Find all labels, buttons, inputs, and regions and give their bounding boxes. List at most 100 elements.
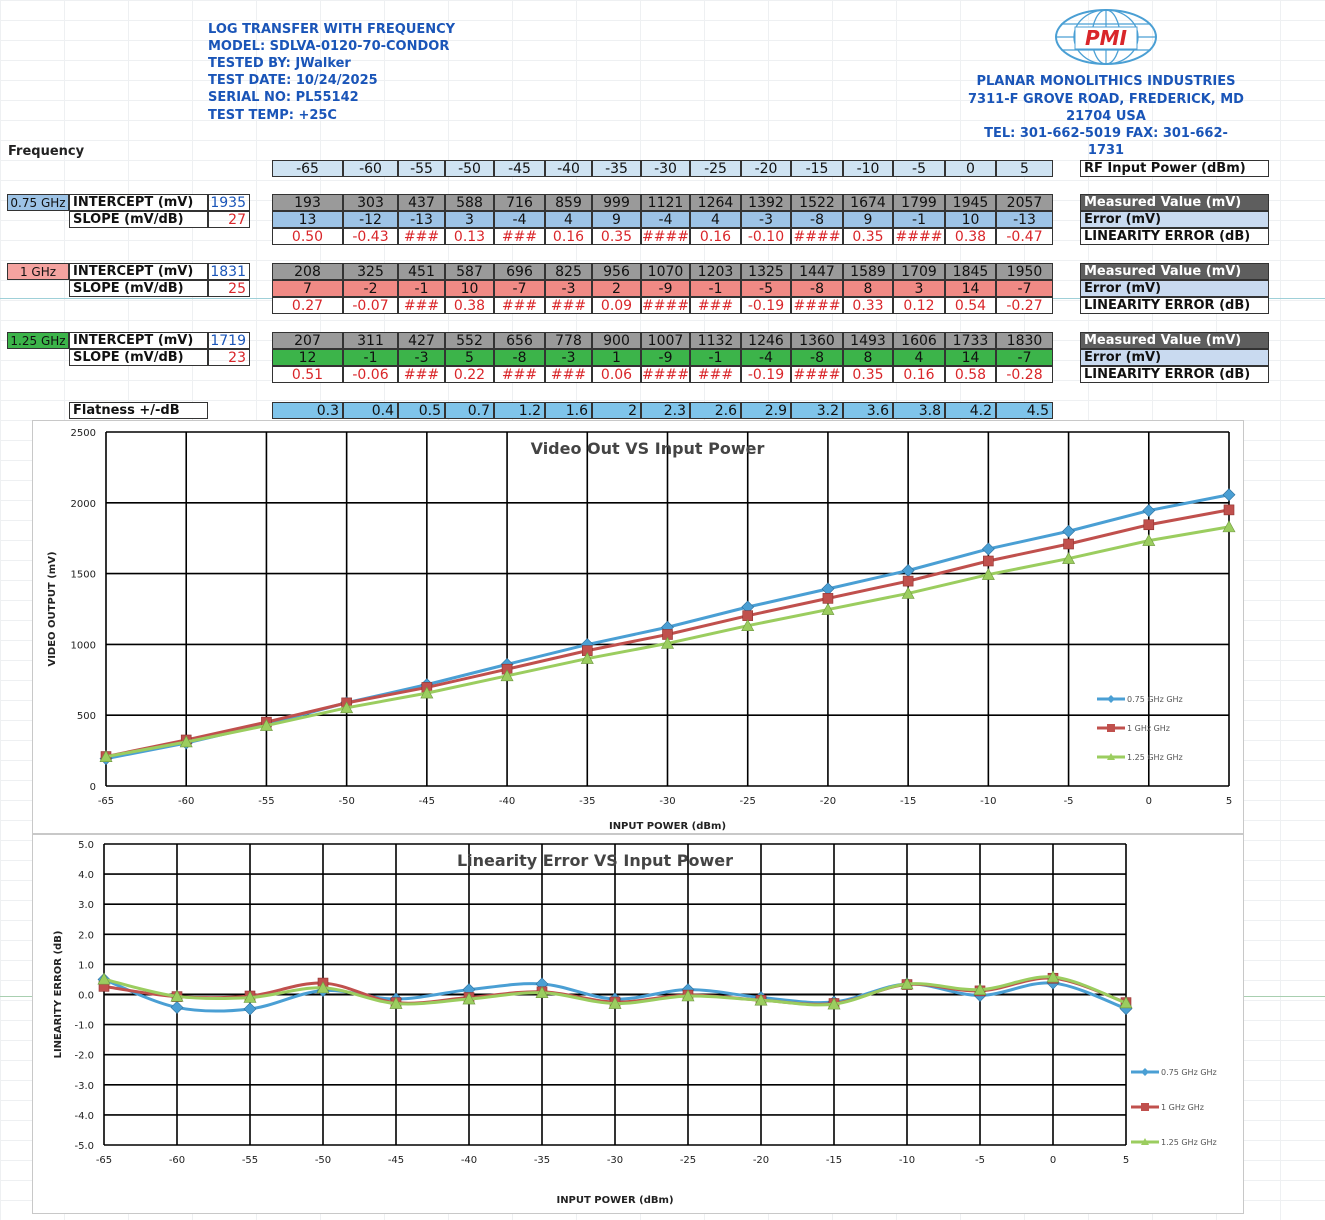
linearity-cell: -0.27 xyxy=(996,297,1053,314)
x-tick-label: -30 xyxy=(607,1155,623,1166)
data-point xyxy=(1062,524,1075,538)
error-cell: 8 xyxy=(843,280,893,297)
legend-label: 0.75 GHz GHz xyxy=(1161,1068,1217,1077)
slope-label: SLOPE (mV/dB) xyxy=(69,349,208,366)
flatness-cell: 1.6 xyxy=(545,402,592,419)
data-point xyxy=(754,993,768,1006)
error-cell: 4 xyxy=(545,211,592,228)
linearity-cell: 0.16 xyxy=(545,228,592,245)
flatness-cell: 0.3 xyxy=(272,402,343,419)
data-point xyxy=(1046,970,1060,983)
measured-cell: 451 xyxy=(398,263,445,280)
linearity-cell: 0.09 xyxy=(592,297,641,314)
measured-cell: 1493 xyxy=(843,332,893,349)
error-row-label: Error (mV) xyxy=(1080,211,1269,228)
y-tick-label: 0 xyxy=(90,782,96,793)
flatness-cell: 0.5 xyxy=(398,402,445,419)
linearity-cell: #### xyxy=(893,228,945,245)
x-tick-label: 5 xyxy=(1123,1155,1129,1166)
y-tick-label: 1000 xyxy=(71,640,96,651)
measured-cell: 1799 xyxy=(893,194,945,211)
x-tick-label: -55 xyxy=(242,1155,258,1166)
linearity-cell: 0.35 xyxy=(843,228,893,245)
error-cell: -1 xyxy=(398,280,445,297)
flatness-cell: 2.6 xyxy=(690,402,741,419)
data-point xyxy=(535,986,549,998)
flatness-cell: 2 xyxy=(592,402,641,419)
measured-cell: 859 xyxy=(545,194,592,211)
x-tick-label: -55 xyxy=(258,796,274,807)
measured-cell: 1733 xyxy=(945,332,996,349)
tested-by-line: TESTED BY: JWalker xyxy=(208,56,351,71)
slope-label: SLOPE (mV/dB) xyxy=(69,211,208,228)
data-point xyxy=(660,636,675,649)
data-point xyxy=(170,989,184,1002)
data-point xyxy=(580,651,594,664)
measured-cell: 656 xyxy=(494,332,545,349)
legend-label: 1 GHz GHz xyxy=(1161,1103,1204,1112)
legend-label: 1 GHz GHz xyxy=(1127,724,1170,733)
data-point xyxy=(608,996,622,1009)
linearity-row-label: LINEARITY ERROR (dB) xyxy=(1080,228,1269,245)
y-tick-label: -3.0 xyxy=(74,1081,94,1092)
measured-cell: 1132 xyxy=(690,332,741,349)
linearity-cell: ### xyxy=(398,228,445,245)
linearity-cell: 0.12 xyxy=(893,297,945,314)
linearity-cell: -0.47 xyxy=(996,228,1053,245)
error-row-label: Error (mV) xyxy=(1080,349,1269,366)
measured-cell: 1589 xyxy=(843,263,893,280)
data-point xyxy=(821,602,835,615)
power-header-cell: -5 xyxy=(893,160,945,177)
frequency-cell: 0.75 GHz xyxy=(7,194,69,211)
error-cell: 14 xyxy=(945,280,996,297)
y-tick-label: 2500 xyxy=(71,428,96,439)
legend-label: 1.25 GHz GHz xyxy=(1161,1138,1217,1147)
data-point xyxy=(1222,488,1236,502)
measured-cell: 900 xyxy=(592,332,641,349)
linearity-cell: ### xyxy=(545,297,592,314)
power-header-cell: -10 xyxy=(843,160,893,177)
slope-value: 25 xyxy=(208,280,250,297)
x-axis-label: INPUT POWER (dBm) xyxy=(556,1195,673,1206)
data-point xyxy=(259,718,273,731)
x-tick-label: -35 xyxy=(534,1155,550,1166)
measured-cell: 1264 xyxy=(690,194,741,211)
linearity-cell: ### xyxy=(398,366,445,383)
data-point xyxy=(340,701,354,714)
flatness-cell: 4.5 xyxy=(996,402,1053,419)
linearity-cell: 0.13 xyxy=(445,228,494,245)
measured-cell: 1950 xyxy=(996,263,1053,280)
x-tick-label: -45 xyxy=(388,1155,404,1166)
linearity-cell: #### xyxy=(791,366,843,383)
measured-cell: 2057 xyxy=(996,194,1053,211)
linearity-cell: #### xyxy=(641,228,690,245)
legend-label: 0.75 GHz GHz xyxy=(1127,695,1183,704)
power-header-cell: -30 xyxy=(641,160,690,177)
data-point xyxy=(741,619,755,632)
linearity-cell: 0.06 xyxy=(592,366,641,383)
power-header-cell: -60 xyxy=(343,160,398,177)
error-cell: -4 xyxy=(741,349,791,366)
error-cell: 10 xyxy=(445,280,494,297)
linearity-cell: 0.35 xyxy=(843,366,893,383)
x-tick-label: -5 xyxy=(975,1155,985,1166)
error-cell: -1 xyxy=(343,349,398,366)
linearity-cell: ### xyxy=(690,297,741,314)
y-axis-label: VIDEO OUTPUT (mV) xyxy=(47,551,58,666)
company-phone: TEL: 301-662-5019 FAX: 301-662- xyxy=(984,126,1228,141)
measured-cell: 427 xyxy=(398,332,445,349)
data-point xyxy=(389,996,403,1009)
flatness-cell: 2.3 xyxy=(641,402,690,419)
data-point xyxy=(243,990,257,1003)
measured-cell: 1007 xyxy=(641,332,690,349)
legend-marker xyxy=(1107,695,1115,703)
measured-cell: 588 xyxy=(445,194,494,211)
error-cell: 9 xyxy=(592,211,641,228)
linearity-cell: ### xyxy=(494,228,545,245)
power-header-cell: -20 xyxy=(741,160,791,177)
error-cell: -1 xyxy=(893,211,945,228)
linearity-cell: #### xyxy=(641,297,690,314)
serial-no-line: SERIAL NO: PL55142 xyxy=(208,90,359,105)
power-header-cell: -35 xyxy=(592,160,641,177)
error-cell: 1 xyxy=(592,349,641,366)
